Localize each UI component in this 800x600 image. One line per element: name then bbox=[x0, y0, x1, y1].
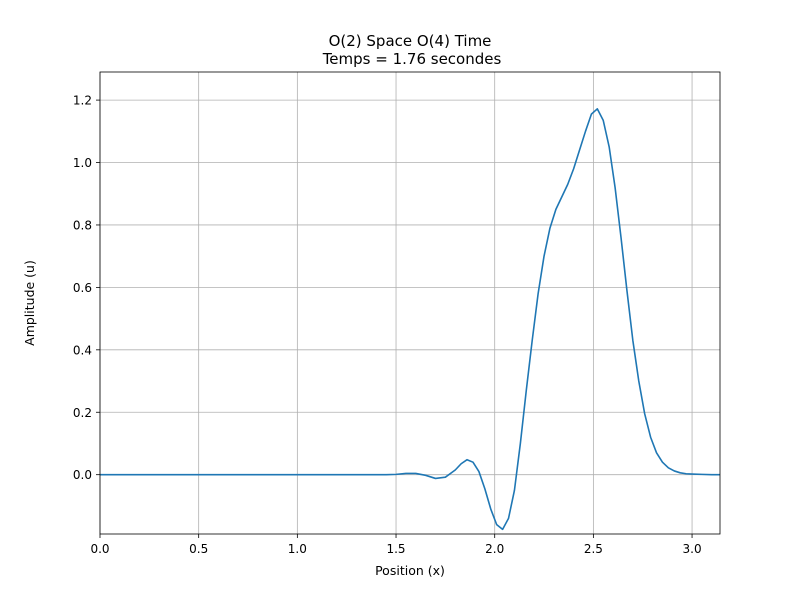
x-tick-label: 0.5 bbox=[189, 542, 208, 556]
x-axis-label: Position (x) bbox=[375, 563, 445, 578]
series-layer bbox=[100, 108, 720, 531]
x-tick-label: 3.0 bbox=[683, 542, 702, 556]
chart-title: O(2) Space O(4) Time bbox=[329, 32, 492, 50]
grid bbox=[99, 72, 720, 534]
chart-subtitle: Temps = 1.76 secondes bbox=[322, 50, 502, 68]
y-tick-label: 1.0 bbox=[73, 156, 92, 170]
y-tick-label: 1.2 bbox=[73, 94, 92, 108]
y-tick-label: 0.2 bbox=[73, 406, 92, 420]
y-tick-label: 0.4 bbox=[73, 343, 92, 357]
x-tick-label: 0.0 bbox=[90, 542, 109, 556]
series-line bbox=[100, 108, 720, 531]
x-tick-label: 1.0 bbox=[288, 542, 307, 556]
y-tick-label: 0.6 bbox=[73, 281, 92, 295]
x-tick-label: 1.5 bbox=[386, 542, 405, 556]
y-axis-label: Amplitude (u) bbox=[22, 260, 37, 346]
x-tick-label: 2.5 bbox=[584, 542, 603, 556]
y-tick-label: 0.8 bbox=[73, 218, 92, 232]
plot-frame bbox=[99, 71, 721, 535]
x-tick-label: 2.0 bbox=[485, 542, 504, 556]
axis-ticks: 0.0 0.5 1.0 1.5 2.0 2.5 3.0 0.0 0.2 0.4 0.6 0.8 1.0 1… bbox=[73, 94, 702, 556]
y-tick-label: 0.0 bbox=[73, 468, 92, 482]
